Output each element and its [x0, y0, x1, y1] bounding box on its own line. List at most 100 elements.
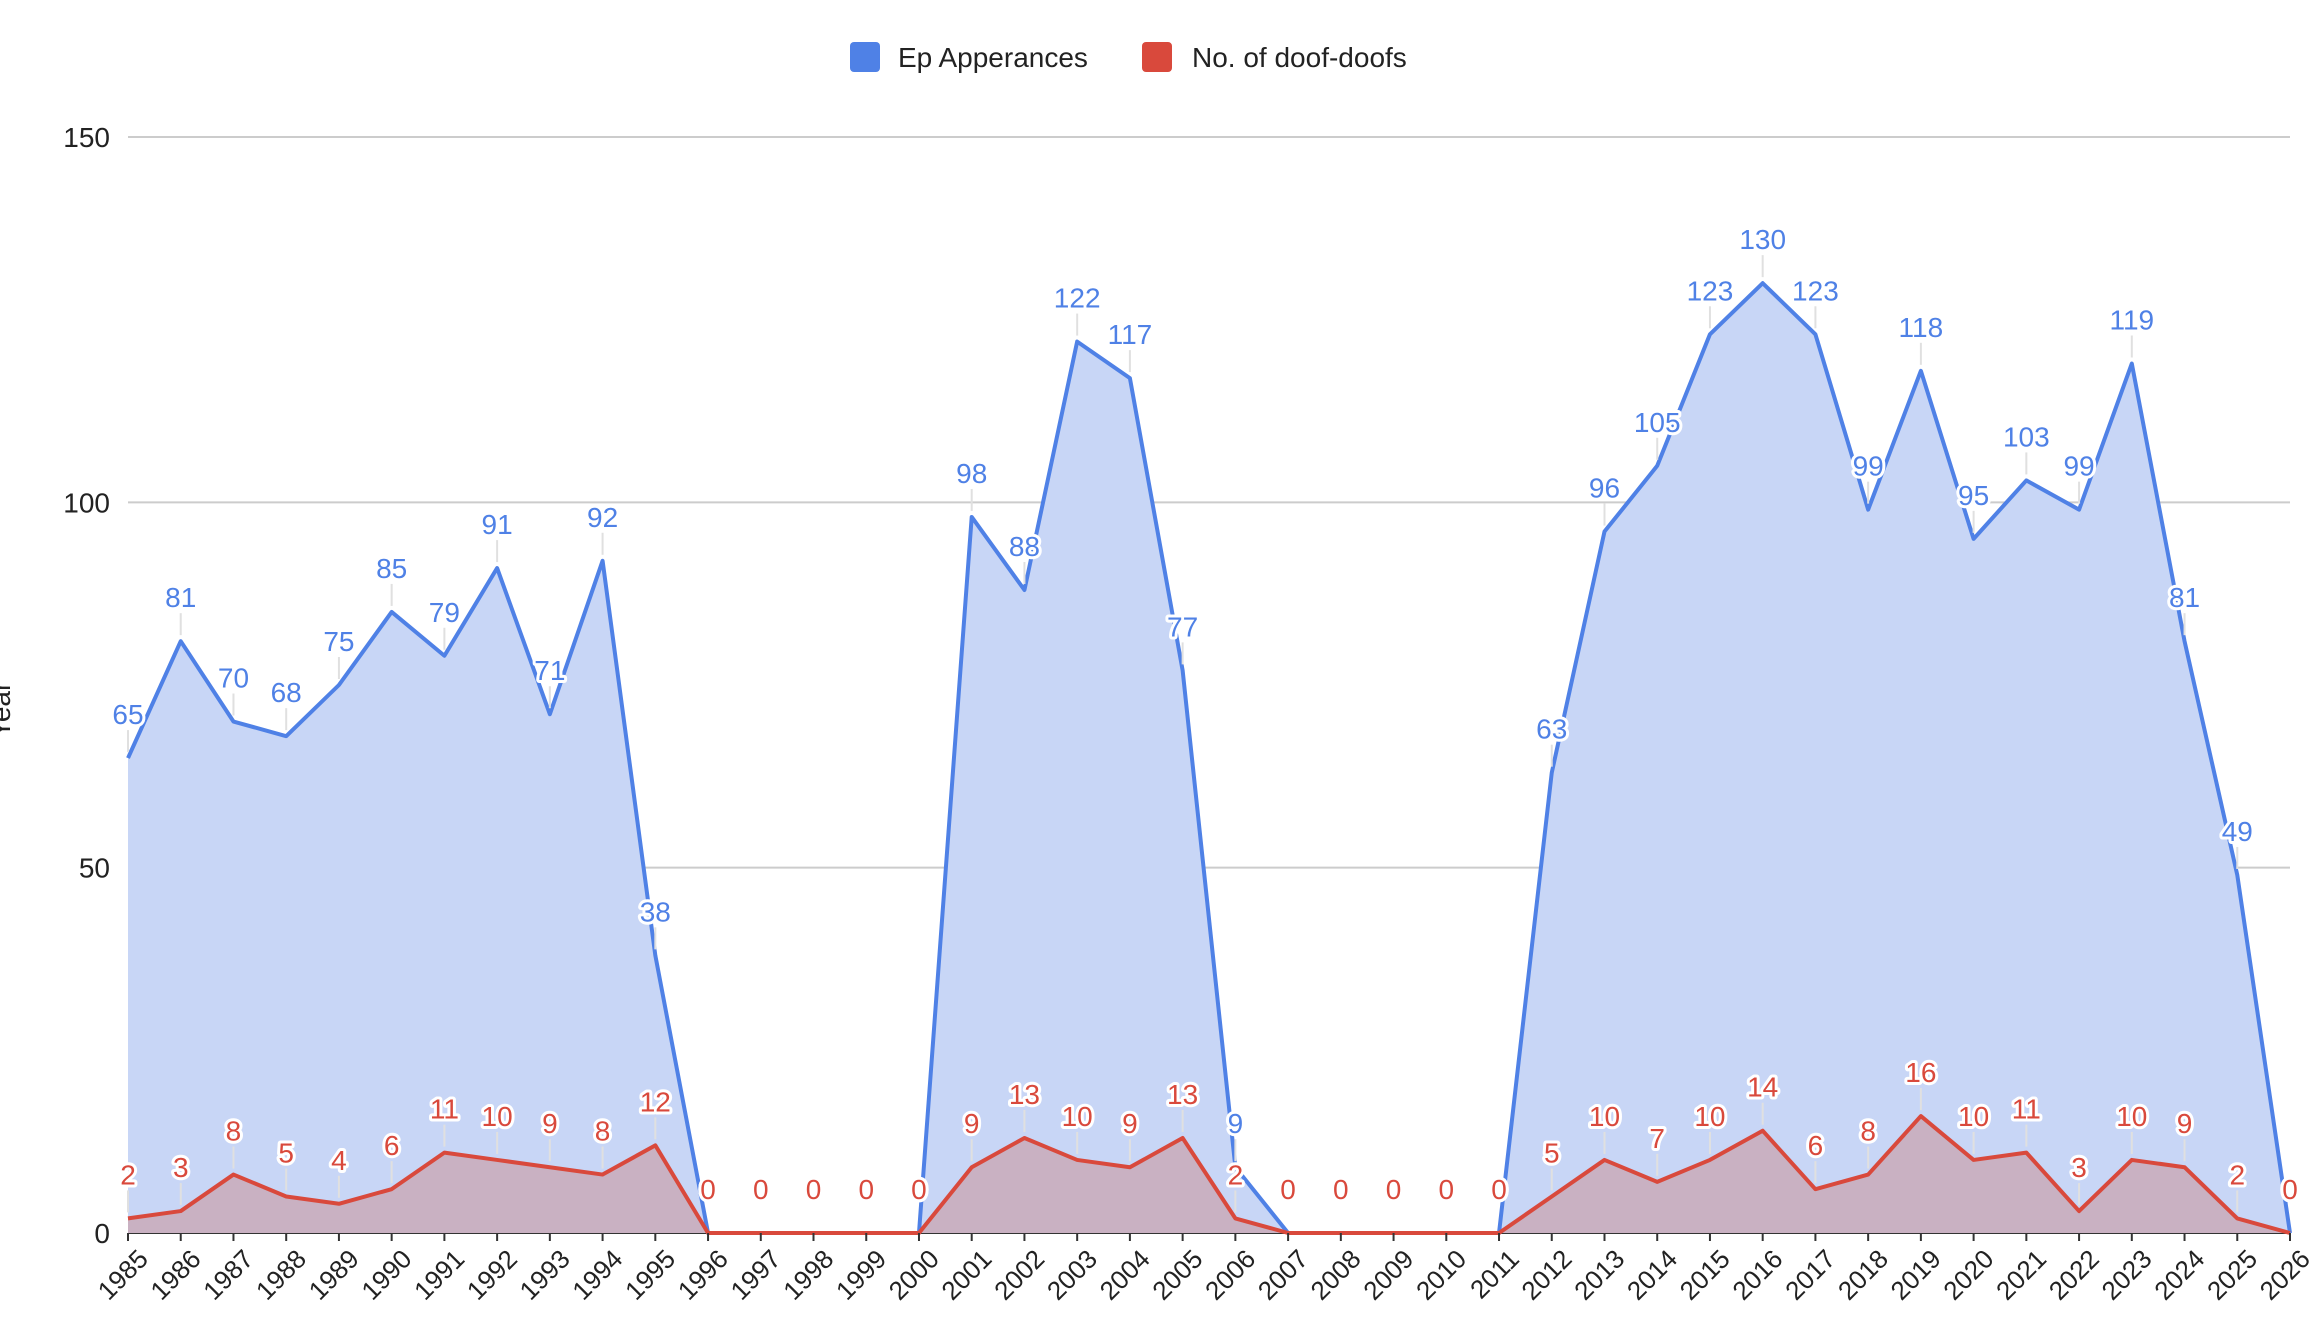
data-label: 0: [1439, 1174, 1455, 1205]
x-tick-label: 1988: [250, 1244, 312, 1306]
data-label: 0: [1439, 1174, 1455, 1205]
x-tick-label: 2024: [2148, 1244, 2210, 1306]
x-tick-label: 2026: [2254, 1244, 2316, 1306]
data-label: 122: [1054, 283, 1101, 314]
data-label: 10: [1589, 1101, 1620, 1132]
data-label: 85: [376, 553, 407, 584]
data-label: 11: [430, 1094, 459, 1125]
data-label: 77: [1167, 611, 1198, 642]
data-label: 5: [278, 1137, 294, 1168]
data-label: 99: [1853, 451, 1884, 482]
data-label: 8: [226, 1116, 242, 1147]
data-label: 0: [2282, 1174, 2298, 1205]
data-label: 75: [323, 626, 354, 657]
x-tick-label: 1994: [566, 1244, 628, 1306]
x-tick-label: 2007: [1252, 1244, 1314, 1306]
x-tick-label: 2013: [1568, 1244, 1630, 1306]
data-label: 88: [1009, 531, 1040, 562]
x-tick-label: 1989: [303, 1244, 365, 1306]
series-areas: [128, 283, 2290, 1233]
data-label: 7: [1649, 1123, 1665, 1154]
data-label: 71: [534, 655, 565, 686]
x-tick-label: 1993: [514, 1244, 576, 1306]
data-label: 99: [2063, 451, 2094, 482]
x-tick-label: 2020: [1937, 1244, 1999, 1306]
series-area-0: [128, 283, 2290, 1233]
data-label: 14: [1747, 1072, 1778, 1103]
y-axis-ticks: 0 50 100 150: [63, 122, 110, 1249]
data-label: 0: [858, 1174, 874, 1205]
x-tick-label: 2022: [2043, 1244, 2105, 1306]
x-tick-label: 1990: [355, 1244, 417, 1306]
data-label: 0: [1386, 1174, 1402, 1205]
data-label: 0: [753, 1174, 769, 1205]
data-label: 6: [1808, 1130, 1824, 1161]
data-label: 68: [271, 677, 302, 708]
x-tick-label: 2016: [1726, 1244, 1788, 1306]
data-label: 95: [1958, 480, 1989, 511]
x-tick-label: 2019: [1885, 1244, 1947, 1306]
data-label: 4: [331, 1145, 347, 1176]
data-label: 103: [2003, 421, 2050, 452]
x-tick-label: 2003: [1041, 1244, 1103, 1306]
x-axis-ticks: 1985198619871988198919901991199219931994…: [92, 1233, 2316, 1306]
data-label: 0: [700, 1174, 716, 1205]
data-label: 117: [1108, 319, 1153, 350]
y-axis-label: Year: [0, 682, 16, 739]
x-tick-label: 2009: [1357, 1244, 1419, 1306]
data-label-leaders: [127, 255, 2239, 1213]
data-label: 38: [640, 896, 671, 927]
x-tick-label: 2002: [988, 1244, 1050, 1306]
x-tick-label: 2023: [2096, 1244, 2158, 1306]
x-tick-label: 2017: [1779, 1244, 1841, 1306]
data-label: 9: [1228, 1108, 1244, 1139]
data-label: 63: [1536, 714, 1567, 745]
x-tick-label: 2004: [1094, 1244, 1156, 1306]
data-label: 9: [2177, 1108, 2193, 1139]
data-label: 12: [640, 1086, 671, 1117]
legend-label-doof-doofs: No. of doof-doofs: [1192, 42, 1407, 73]
y-tick-label: 50: [79, 853, 110, 884]
y-tick-label: 150: [63, 122, 110, 153]
legend-label-ep-apperances: Ep Apperances: [898, 42, 1088, 73]
data-label: 0: [1491, 1174, 1507, 1205]
data-label: 10: [1958, 1101, 1989, 1132]
data-label: 81: [165, 582, 196, 613]
data-label: 119: [2109, 305, 2154, 336]
data-label: 79: [429, 597, 460, 628]
x-tick-label: 1996: [672, 1244, 734, 1306]
series-lines: [126, 281, 2292, 1235]
x-tick-label: 1992: [461, 1244, 523, 1306]
x-tick-label: 2006: [1199, 1244, 1261, 1306]
x-tick-label: 1985: [92, 1244, 154, 1306]
series-area-1: [128, 1116, 2290, 1233]
data-label: 3: [2071, 1152, 2087, 1183]
legend: Ep Apperances No. of doof-doofs: [850, 42, 1407, 73]
data-label: 0: [1333, 1174, 1349, 1205]
x-tick-label: 1987: [197, 1244, 259, 1306]
x-tick-label: 2025: [2201, 1244, 2263, 1306]
data-label: 2: [2229, 1159, 2245, 1190]
data-label: 0: [858, 1174, 874, 1205]
x-tick-label: 2015: [1674, 1244, 1736, 1306]
x-tick-label: 2008: [1305, 1244, 1367, 1306]
x-tick-label: 2005: [1146, 1244, 1208, 1306]
x-tick-label: 2001: [935, 1244, 997, 1306]
data-label: 0: [1491, 1174, 1507, 1205]
data-label: 0: [2282, 1174, 2298, 1205]
series-line-1: [127, 1114, 2291, 1235]
data-label: 0: [1333, 1174, 1349, 1205]
data-label: 105: [1634, 407, 1681, 438]
data-label: 0: [1386, 1174, 1402, 1205]
data-label: 8: [1860, 1116, 1876, 1147]
data-label: 2: [120, 1159, 136, 1190]
y-tick-label: 0: [94, 1218, 110, 1249]
data-label: 13: [1009, 1079, 1040, 1110]
x-tick-label: 1995: [619, 1244, 681, 1306]
data-label: 16: [1905, 1057, 1936, 1088]
x-tick-label: 1997: [724, 1244, 786, 1306]
data-label: 0: [1280, 1174, 1296, 1205]
x-tick-label: 1986: [144, 1244, 206, 1306]
